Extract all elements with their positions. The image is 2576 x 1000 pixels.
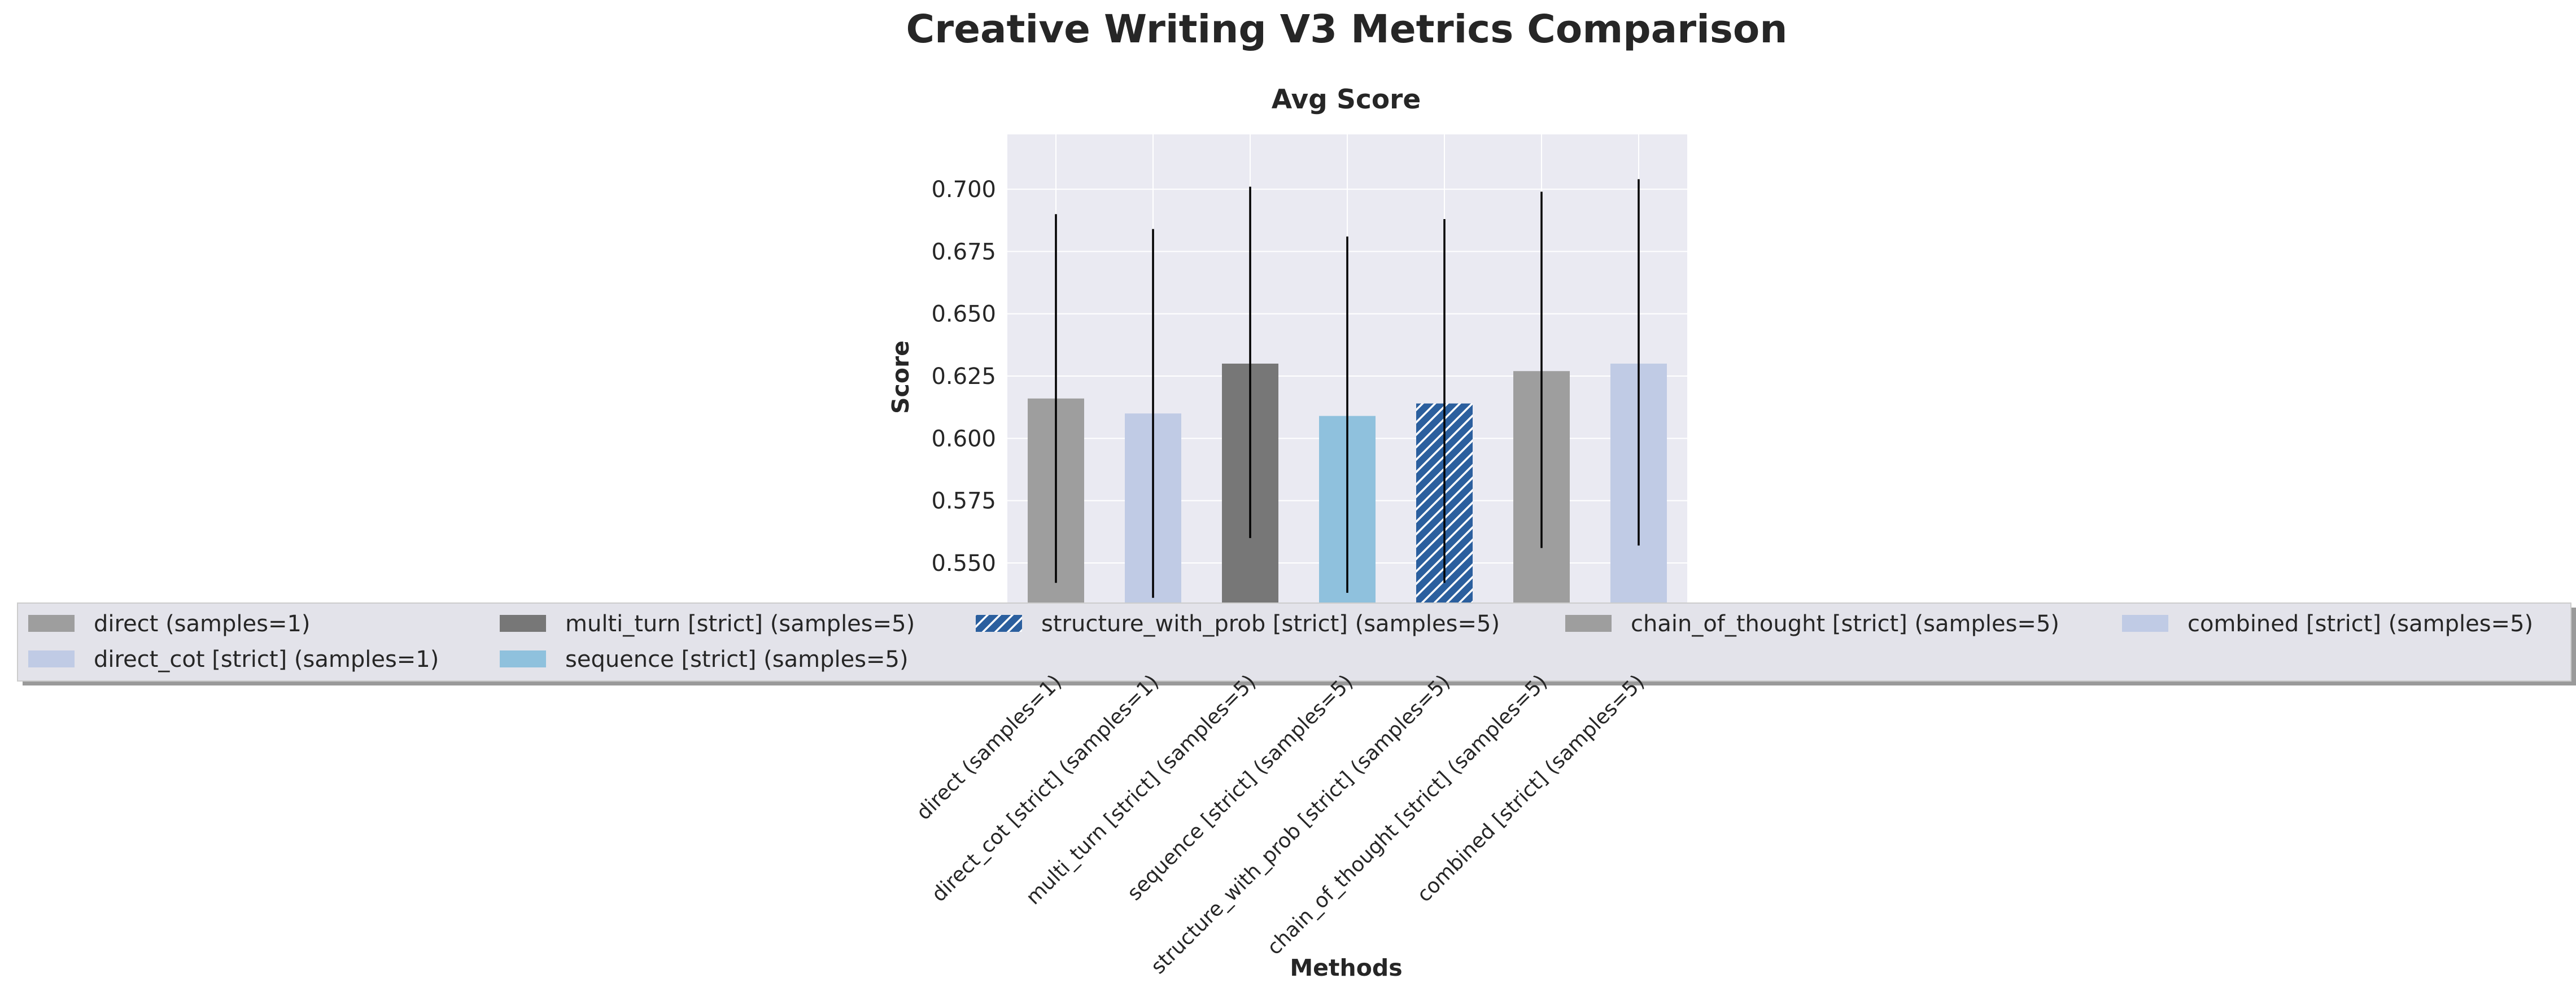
legend-label: combined [strict] (samples=5)	[2188, 611, 2533, 637]
legend-label: direct (samples=1)	[94, 611, 311, 637]
legend-swatch	[28, 650, 75, 667]
figure-title: Creative Writing V3 Metrics Comparison	[906, 7, 1788, 52]
legend-label: direct_cot [strict] (samples=1)	[94, 647, 439, 673]
legend-swatch	[1565, 615, 1612, 632]
chart-title: Avg Score	[1272, 84, 1421, 115]
y-tick-label: 0.600	[931, 426, 996, 452]
error-bars	[1055, 179, 1640, 598]
legend-swatch	[976, 615, 1022, 632]
legend-label: structure_with_prob [strict] (samples=5)	[1041, 611, 1500, 637]
legend-swatch	[2122, 615, 2168, 632]
y-tick-label: 0.700	[931, 177, 996, 203]
y-tick-labels: 0.550 0.575 0.600 0.625 0.650 0.675 0.700	[931, 177, 996, 577]
y-tick-label: 0.650	[931, 302, 996, 327]
legend-label: sequence [strict] (samples=5)	[565, 647, 909, 673]
legend-items: direct (samples=1) multi_turn [strict] (s…	[28, 611, 2533, 673]
y-tick-label: 0.675	[931, 239, 996, 265]
legend-swatch	[500, 615, 546, 632]
y-tick-label: 0.550	[931, 551, 996, 577]
y-tick-label: 0.625	[931, 364, 996, 390]
y-tick-label: 0.575	[931, 488, 996, 514]
legend: direct (samples=1) multi_turn [strict] (s…	[17, 602, 2576, 685]
x-tick-labels: direct (samples=1)direct_cot [strict] (s…	[912, 670, 1649, 979]
x-axis-label: Methods	[1290, 954, 1402, 981]
legend-label: multi_turn [strict] (samples=5)	[565, 611, 915, 637]
y-axis-label: Score	[887, 340, 914, 414]
legend-swatch	[28, 615, 75, 632]
legend-swatch	[500, 650, 546, 667]
legend-label: chain_of_thought [strict] (samples=5)	[1631, 611, 2059, 637]
